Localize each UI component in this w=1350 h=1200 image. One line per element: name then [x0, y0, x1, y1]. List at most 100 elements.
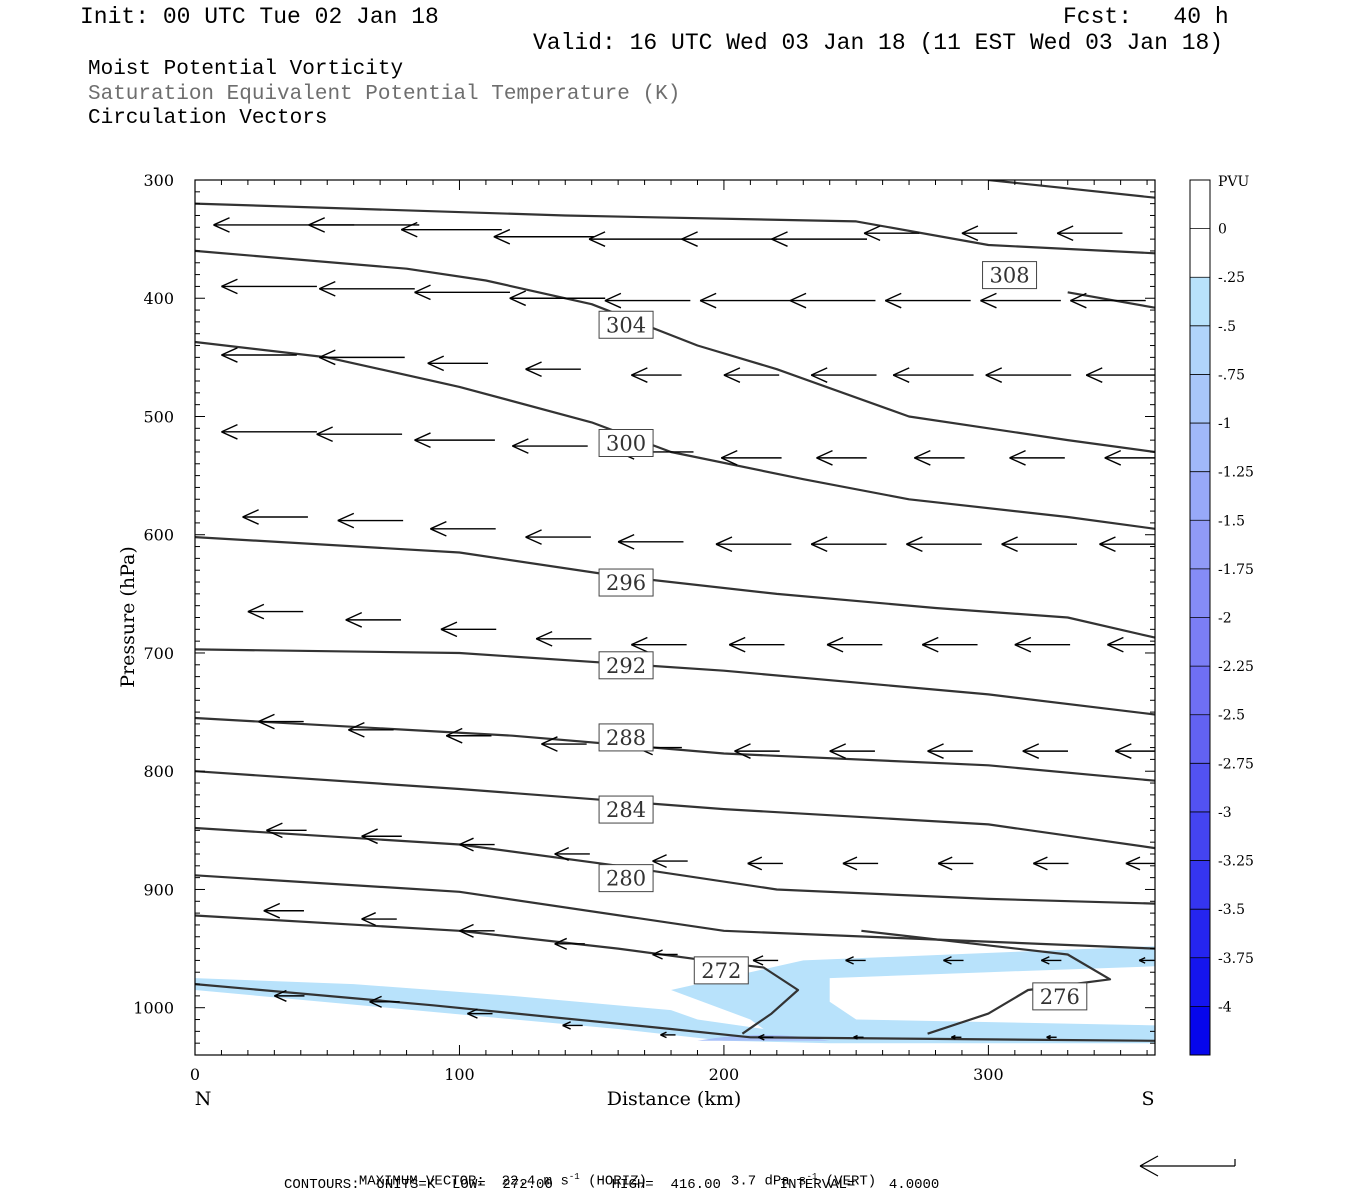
- vector-head-top: [242, 509, 259, 518]
- circulation-vector: [1104, 450, 1155, 466]
- circulation-vector: [459, 923, 495, 938]
- vector-head-top: [361, 912, 376, 920]
- circulation-vector: [509, 290, 606, 307]
- contour-label: 276: [1032, 982, 1088, 1011]
- circulation-vector: [467, 1008, 493, 1019]
- vector-head-bottom: [1085, 374, 1103, 383]
- vector-head-bottom: [221, 354, 238, 363]
- circulation-vector: [493, 228, 595, 245]
- vector-head-bottom: [980, 299, 997, 309]
- y-tick-label: 700: [143, 644, 174, 663]
- vector-head-bottom: [715, 543, 733, 553]
- field-mpv-label: Moist Potential Vorticity: [88, 58, 404, 81]
- circulation-vector: [752, 955, 779, 966]
- circulation-vector: [369, 995, 400, 1008]
- x-tick-label: 0: [190, 1065, 200, 1084]
- vector-head-bottom: [242, 516, 259, 525]
- contour-label-text: 272: [701, 959, 741, 983]
- circulation-vector: [319, 349, 405, 366]
- vector-head-bottom: [631, 644, 648, 653]
- vector-head-top: [493, 228, 511, 238]
- circulation-vector: [1046, 1034, 1057, 1040]
- colorbar-label: -2.5: [1218, 708, 1245, 724]
- circulation-vector: [1001, 536, 1077, 553]
- vector-head-bottom: [1070, 299, 1087, 309]
- circulation-vector: [308, 217, 420, 233]
- vector-head-top: [980, 292, 997, 302]
- circulation-vector: [845, 956, 866, 965]
- vector-head-bottom: [1046, 1036, 1051, 1040]
- vector-head-bottom: [414, 439, 431, 448]
- vector-head-top: [459, 837, 474, 846]
- theta-es-contour: [195, 648, 1155, 716]
- vector-head-bottom: [459, 843, 474, 852]
- field-theta-es-label: Saturation Equivalent Potential Temperat…: [88, 83, 681, 106]
- circulation-vector: [927, 743, 973, 759]
- vector-head-bottom: [845, 959, 854, 965]
- contour-label-text: 304: [606, 313, 646, 337]
- vector-head-top: [660, 1031, 667, 1036]
- vector-head-bottom: [914, 457, 931, 466]
- circulation-vector: [525, 529, 591, 545]
- vector-head-bottom: [1099, 543, 1116, 553]
- vector-head-bottom: [816, 457, 833, 466]
- theta-es-contour: [195, 770, 1155, 850]
- y-tick-label: 500: [143, 407, 174, 426]
- vector-head-top: [525, 529, 542, 538]
- vector-head-bottom: [258, 720, 275, 730]
- init-time: Init: 00 UTC Tue 02 Jan 18: [80, 4, 439, 30]
- contour-label-box: [598, 864, 654, 893]
- vector-head-bottom: [554, 943, 568, 950]
- vector-head-bottom: [720, 457, 738, 466]
- vector-head-top: [699, 292, 717, 302]
- circulation-vector: [842, 856, 879, 871]
- circulation-vector: [951, 1034, 962, 1040]
- colorbar-swatch: [1190, 860, 1210, 910]
- vector-head-bottom: [631, 374, 648, 383]
- vector-head-top: [921, 636, 939, 646]
- theta-es-contour: [195, 202, 1155, 255]
- contour-label: 288: [598, 723, 654, 752]
- vector-head-bottom: [361, 835, 378, 845]
- vector-head-bottom: [826, 644, 844, 653]
- colorbar-swatch: [1190, 909, 1210, 958]
- vector-head-bottom: [1001, 543, 1018, 553]
- vector-head-top: [221, 424, 238, 433]
- circulation-vector: [771, 231, 867, 247]
- y-tick-label: 600: [143, 526, 174, 545]
- contour-label-box: [598, 795, 654, 824]
- contour-label-text: 276: [1040, 985, 1080, 1009]
- vector-head-top: [617, 533, 635, 543]
- colorbar-label: -1.25: [1218, 465, 1254, 481]
- vector-head-bottom: [1033, 862, 1048, 871]
- y-tick-label: 300: [143, 171, 174, 190]
- vector-head-bottom: [1009, 457, 1026, 466]
- vector-head-bottom: [810, 374, 828, 383]
- reference-vector-arrow: [1139, 1155, 1236, 1177]
- vector-head-top: [723, 367, 741, 376]
- circulation-vector: [747, 856, 783, 871]
- theta-es-contour: [195, 826, 1155, 905]
- vector-head-bottom: [535, 638, 553, 647]
- vector-head-top: [319, 349, 336, 359]
- circulation-vector: [1125, 856, 1155, 871]
- vector-head-top: [266, 822, 283, 831]
- vector-head-top: [263, 902, 281, 912]
- circulation-vector: [892, 367, 974, 383]
- vector-head-bottom: [319, 356, 336, 366]
- colorbar-swatch: [1190, 520, 1210, 569]
- vector-head-bottom: [728, 644, 746, 653]
- vector-head-top: [1138, 957, 1146, 962]
- circulation-vector: [512, 438, 588, 454]
- colorbar-label: -.75: [1218, 367, 1245, 383]
- vector-head-bottom: [430, 528, 447, 537]
- vector-head-bottom: [512, 445, 529, 454]
- vector-head-bottom: [1040, 959, 1050, 965]
- vector-head-top: [752, 955, 764, 962]
- vector-head-bottom: [361, 918, 376, 926]
- circulation-vector: [319, 280, 415, 297]
- colorbar-label: 0: [1218, 222, 1227, 238]
- vector-head-bottom: [921, 644, 939, 653]
- vector-head-bottom: [863, 232, 881, 242]
- vector-head-top: [906, 536, 923, 545]
